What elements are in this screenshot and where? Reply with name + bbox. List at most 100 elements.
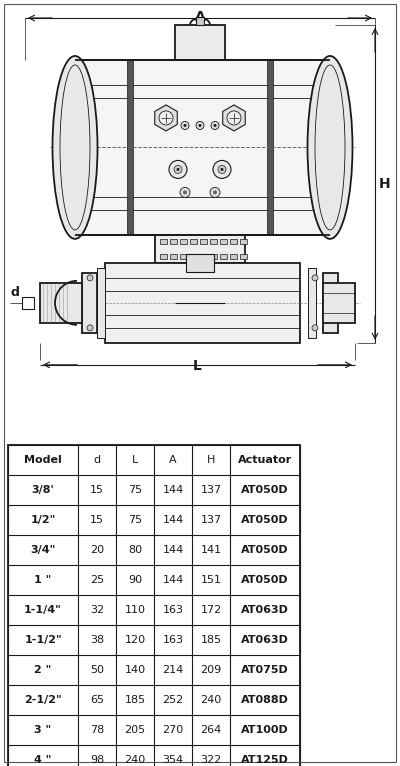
Bar — [160, 239, 167, 244]
Text: Actuator: Actuator — [238, 455, 292, 465]
Text: 322: 322 — [200, 755, 222, 764]
Text: 252: 252 — [162, 695, 184, 705]
Text: 214: 214 — [162, 665, 184, 675]
Bar — [200, 254, 207, 259]
Bar — [160, 254, 167, 259]
Text: 32: 32 — [90, 604, 104, 614]
Text: L: L — [193, 358, 202, 373]
Text: AT050D: AT050D — [241, 574, 289, 584]
Bar — [105, 263, 300, 343]
Text: A: A — [169, 455, 177, 465]
Circle shape — [227, 111, 241, 125]
Circle shape — [174, 165, 182, 173]
Bar — [180, 254, 187, 259]
Bar — [210, 239, 217, 244]
Text: 75: 75 — [128, 485, 142, 495]
Bar — [82, 273, 97, 333]
Circle shape — [312, 275, 318, 281]
Polygon shape — [155, 105, 177, 131]
Text: 2-1/2": 2-1/2" — [24, 695, 62, 705]
Text: 205: 205 — [124, 725, 146, 735]
Bar — [240, 254, 247, 259]
Text: 144: 144 — [162, 485, 184, 495]
Text: 65: 65 — [90, 695, 104, 705]
Text: 137: 137 — [200, 515, 222, 525]
Text: 3 ": 3 " — [34, 725, 52, 735]
Circle shape — [218, 165, 226, 173]
Bar — [180, 239, 187, 244]
Text: 1-1/2": 1-1/2" — [24, 635, 62, 645]
Text: 151: 151 — [200, 574, 222, 584]
Bar — [200, 239, 207, 244]
Text: 209: 209 — [200, 665, 222, 675]
Circle shape — [181, 122, 189, 129]
Text: 1/2": 1/2" — [30, 515, 56, 525]
Text: 20: 20 — [90, 545, 104, 555]
Circle shape — [214, 124, 216, 127]
Text: AT125D: AT125D — [241, 755, 289, 764]
Circle shape — [196, 122, 204, 129]
Circle shape — [198, 124, 202, 127]
Circle shape — [184, 124, 186, 127]
Text: H: H — [379, 177, 391, 191]
Text: 1-1/4": 1-1/4" — [24, 604, 62, 614]
Circle shape — [176, 168, 180, 171]
Bar — [196, 17, 204, 25]
Text: 185: 185 — [200, 635, 222, 645]
Bar — [323, 273, 338, 333]
Text: Model: Model — [24, 455, 62, 465]
Text: 240: 240 — [124, 755, 146, 764]
Circle shape — [210, 188, 220, 198]
Bar — [324, 78, 342, 92]
Text: 270: 270 — [162, 725, 184, 735]
Text: 264: 264 — [200, 725, 222, 735]
Text: d: d — [94, 455, 100, 465]
Bar — [323, 283, 355, 322]
Circle shape — [211, 122, 219, 129]
Text: A: A — [195, 10, 205, 24]
Text: 163: 163 — [162, 604, 184, 614]
Text: AT075D: AT075D — [241, 665, 289, 675]
Circle shape — [180, 188, 190, 198]
Text: AT088D: AT088D — [241, 695, 289, 705]
Text: 2 ": 2 " — [34, 665, 52, 675]
Circle shape — [87, 275, 93, 281]
Bar — [170, 254, 177, 259]
Text: 15: 15 — [90, 515, 104, 525]
Text: 137: 137 — [200, 485, 222, 495]
Bar — [127, 60, 133, 235]
Bar — [240, 239, 247, 244]
Bar — [324, 203, 342, 217]
Bar — [220, 254, 227, 259]
Text: 163: 163 — [162, 635, 184, 645]
Text: 1 ": 1 " — [34, 574, 52, 584]
Bar — [190, 254, 197, 259]
Text: 3/8': 3/8' — [32, 485, 54, 495]
Bar — [8, 445, 300, 766]
Circle shape — [213, 191, 217, 195]
Ellipse shape — [52, 56, 98, 239]
Text: 354: 354 — [162, 755, 184, 764]
Bar — [63, 78, 81, 92]
Text: 4 ": 4 " — [34, 755, 52, 764]
Bar — [155, 235, 245, 263]
Bar — [75, 60, 330, 235]
Circle shape — [312, 325, 318, 331]
Polygon shape — [223, 105, 245, 131]
Bar — [267, 60, 273, 235]
Ellipse shape — [308, 56, 352, 239]
Text: d: d — [10, 286, 20, 300]
Text: AT050D: AT050D — [241, 485, 289, 495]
Text: 172: 172 — [200, 604, 222, 614]
Text: 120: 120 — [124, 635, 146, 645]
Bar — [175, 25, 225, 60]
Bar — [220, 239, 227, 244]
Bar — [40, 283, 82, 322]
Text: 240: 240 — [200, 695, 222, 705]
Text: 110: 110 — [124, 604, 146, 614]
Circle shape — [213, 160, 231, 178]
Text: 98: 98 — [90, 755, 104, 764]
Bar — [308, 268, 316, 338]
Text: 80: 80 — [128, 545, 142, 555]
Text: 90: 90 — [128, 574, 142, 584]
